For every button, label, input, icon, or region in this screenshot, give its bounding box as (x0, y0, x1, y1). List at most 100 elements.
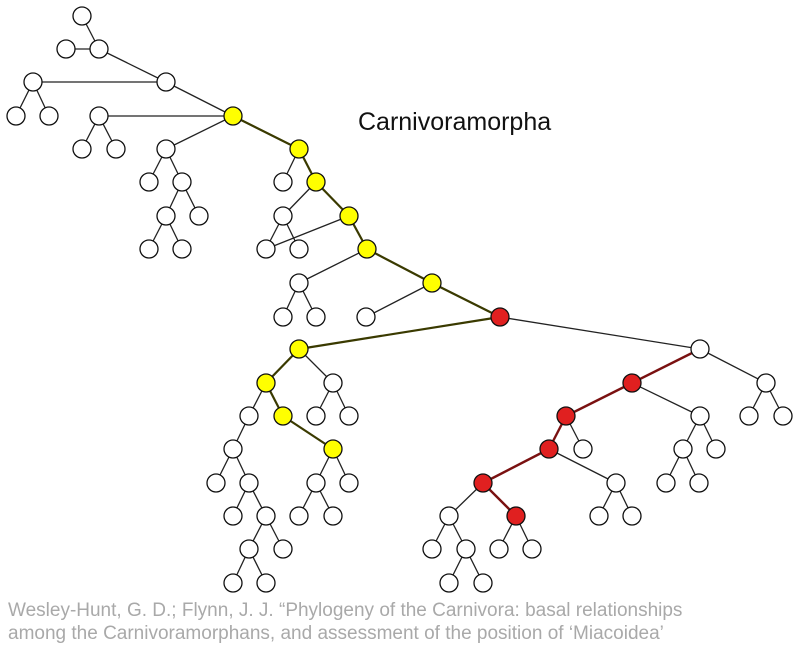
tree-edge-yellow (282, 415, 334, 450)
tree-node-red (490, 307, 510, 327)
tree-edge-yellow (431, 282, 501, 318)
tree-node-white (323, 506, 343, 526)
tree-node-white (656, 473, 676, 493)
tree-node-white (6, 106, 26, 126)
tree-node-white (156, 139, 176, 159)
tree-node-white (289, 506, 309, 526)
tree-node-white (172, 172, 192, 192)
tree-node-red (473, 473, 493, 493)
tree-node-yellow (306, 172, 326, 192)
tree-node-yellow (289, 139, 309, 159)
tree-node-white (23, 72, 43, 92)
tree-node-white (306, 307, 326, 327)
tree-node-white (172, 239, 192, 259)
tree-node-white (106, 139, 126, 159)
tree-edge (165, 81, 234, 117)
tree-node-white (156, 72, 176, 92)
clade-label: Carnivoramorpha (358, 108, 552, 136)
tree-node-white (289, 239, 309, 259)
tree-node-white (356, 307, 376, 327)
tree-edge (699, 348, 767, 384)
tree-edge (499, 316, 701, 350)
tree-node-white (422, 539, 442, 559)
tree-node-white (223, 506, 243, 526)
tree-node-white (223, 439, 243, 459)
tree-node-white (273, 307, 293, 327)
tree-node-white (690, 339, 710, 359)
tree-node-white (256, 506, 276, 526)
tree-edge-yellow (298, 315, 501, 351)
tree-node-white (72, 139, 92, 159)
tree-edge-red (565, 381, 633, 418)
tree-nodes (6, 6, 793, 593)
tree-node-white (606, 473, 626, 493)
tree-node-red (506, 506, 526, 526)
tree-edge (631, 382, 701, 417)
tree-node-white (139, 172, 159, 192)
tree-node-white (756, 373, 776, 393)
tree-node-white (306, 406, 326, 426)
tree-node-white (689, 473, 709, 493)
tree-edge (265, 215, 350, 250)
tree-node-white (289, 273, 309, 293)
tree-node-white (189, 206, 209, 226)
tree-node-white (306, 473, 326, 493)
tree-node-white (223, 573, 243, 593)
tree-node-red (539, 439, 559, 459)
tree-edge-red (482, 447, 550, 485)
tree-node-white (273, 206, 293, 226)
citation-line-2: among the Carnivoramorphans, and assessm… (8, 623, 664, 644)
tree-node-yellow (422, 273, 442, 293)
tree-edge-yellow (232, 115, 300, 150)
tree-edge (298, 248, 368, 284)
tree-node-white (473, 573, 493, 593)
tree-edge-yellow (366, 248, 433, 284)
tree-node-yellow (223, 106, 243, 126)
tree-node-white (439, 573, 459, 593)
tree-edge (365, 282, 433, 318)
tree-node-red (622, 373, 642, 393)
tree-node-yellow (357, 239, 377, 259)
tree-edge-red (631, 347, 701, 385)
tree-node-white (339, 406, 359, 426)
tree-node-white (522, 539, 542, 559)
tree-edge (165, 115, 234, 150)
tree-node-white (573, 439, 593, 459)
tree-node-yellow (323, 439, 343, 459)
tree-node-white (156, 206, 176, 226)
tree-node-white (273, 172, 293, 192)
tree-node-white (690, 406, 710, 426)
citation: Wesley-Hunt, G. D.; Flynn, J. J. “Phylog… (8, 599, 793, 645)
tree-node-white (39, 106, 59, 126)
tree-node-white (206, 473, 226, 493)
tree-node-white (273, 539, 293, 559)
tree-node-white (139, 239, 159, 259)
tree-node-white (339, 473, 359, 493)
tree-node-yellow (273, 406, 293, 426)
tree-edge (98, 48, 167, 83)
tree-edge (548, 448, 617, 484)
tree-node-white (739, 406, 759, 426)
tree-node-white (773, 406, 793, 426)
tree-node-yellow (256, 373, 276, 393)
tree-node-white (256, 239, 276, 259)
tree-node-yellow (289, 339, 309, 359)
tree-node-white (239, 406, 259, 426)
citation-line-1: Wesley-Hunt, G. D.; Flynn, J. J. “Phylog… (8, 600, 683, 621)
tree-node-red (556, 406, 576, 426)
tree-node-white (439, 506, 459, 526)
tree-node-white (72, 6, 92, 26)
tree-node-yellow (339, 206, 359, 226)
tree-node-white (56, 39, 76, 59)
tree-node-white (89, 106, 109, 126)
tree-node-white (673, 439, 693, 459)
tree-node-white (256, 573, 276, 593)
tree-node-white (89, 39, 109, 59)
tree-node-white (456, 539, 476, 559)
tree-edges (15, 15, 784, 584)
tree-node-white (323, 373, 343, 393)
tree-node-white (706, 439, 726, 459)
phylogenetic-tree (6, 6, 793, 593)
tree-node-white (622, 506, 642, 526)
tree-node-white (239, 473, 259, 493)
